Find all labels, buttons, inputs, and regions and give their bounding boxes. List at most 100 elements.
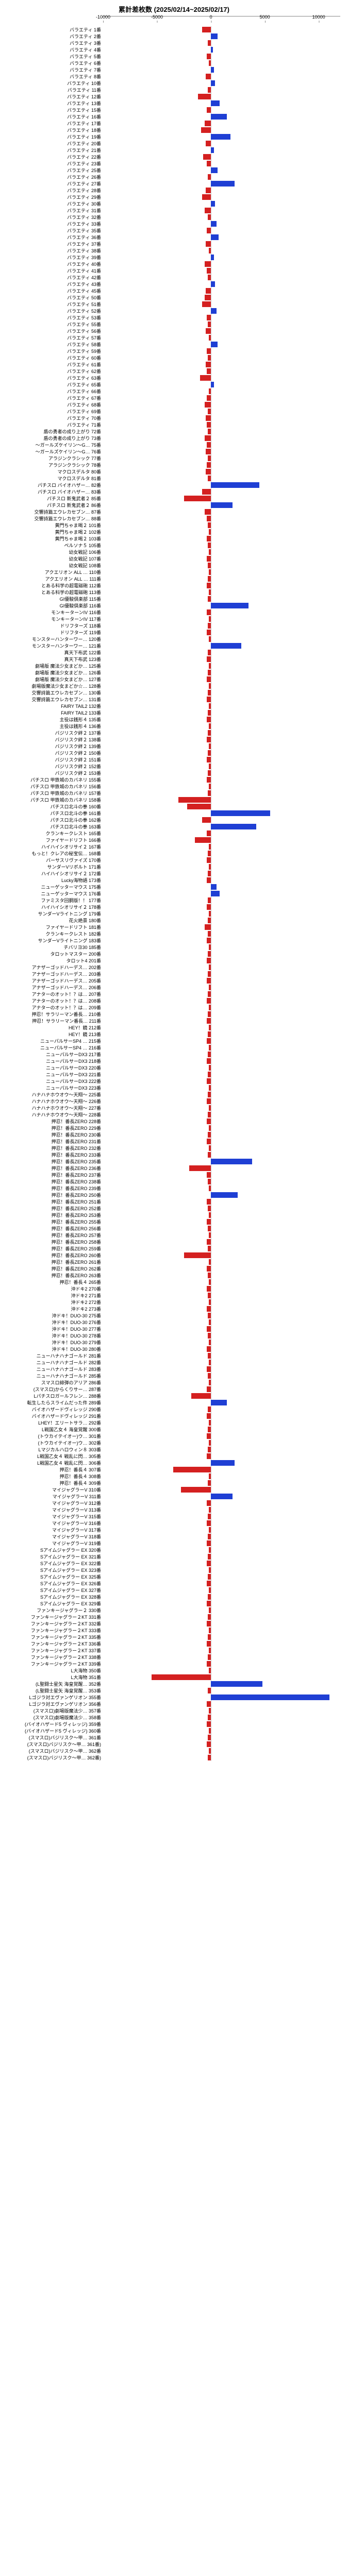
- row-label: バラエティ 16番: [0, 113, 103, 120]
- row-label: 押忍！番長４ 309番: [0, 1480, 103, 1486]
- data-row: (バイオハザード5 ヴィレッジ) 359番: [0, 1721, 348, 1727]
- bar-area: [103, 964, 340, 970]
- bar-area: [103, 1179, 340, 1184]
- bar-area: [103, 1172, 340, 1178]
- row-label: 交響詩篇エウレカセブン… 130番: [0, 689, 103, 696]
- data-row: パチスロ バイオハザー… 82番: [0, 482, 348, 488]
- data-row: とある科学の超電磁砲 112番: [0, 582, 348, 589]
- data-row: アナザーゴッドハーデス… 205番: [0, 977, 348, 984]
- bar-area: [103, 476, 340, 481]
- data-row: 押忍！サラリーマン番長… 211番: [0, 1018, 348, 1024]
- row-label: ハイハイシオリサイ２ 172番: [0, 870, 103, 877]
- row-label: スマスロ緋弾のアリア 286番: [0, 1379, 103, 1386]
- data-row: パチスロ 甲鉄城のカバネリ 157番: [0, 790, 348, 796]
- bar-area: [103, 268, 340, 274]
- row-label: Sアイムジャグラー EX 321番: [0, 1553, 103, 1560]
- data-row: マイジャグラーV 318番: [0, 1533, 348, 1540]
- bar-area: [103, 1453, 340, 1459]
- bar: [208, 1427, 211, 1432]
- bar-area: [103, 228, 340, 233]
- bar: [208, 1688, 211, 1693]
- bar: [209, 1527, 211, 1533]
- bar-area: [103, 80, 340, 86]
- chart-title: 累計差枚数 (2025/02/14~2025/02/17): [0, 0, 348, 16]
- bar: [208, 1614, 211, 1620]
- data-row: 押忍！番長４ 307番: [0, 1466, 348, 1473]
- bar: [207, 1098, 211, 1104]
- data-row: ハナハナホウオウ～天翔～ 227番: [0, 1105, 348, 1111]
- data-row: ニューパルサーDX3 223番: [0, 1084, 348, 1091]
- row-label: ニューパルサーDX3 220番: [0, 1064, 103, 1071]
- bar: [207, 1172, 211, 1178]
- data-row: バラエティ 52番: [0, 308, 348, 314]
- row-label: (バイオハザード5 ヴィレッジ) 360番: [0, 1727, 103, 1734]
- bar-area: [103, 1078, 340, 1084]
- bar-area: [103, 1226, 340, 1231]
- row-label: 沖ドキ2 270番: [0, 1285, 103, 1292]
- data-row: L戦国乙女４ 戦乱に閃… 306番: [0, 1460, 348, 1466]
- data-row: 劇場版魔法少女まどか☆… 128番: [0, 683, 348, 689]
- bar: [207, 1326, 211, 1332]
- row-label: アナザーゴッドハーデス… 206番: [0, 984, 103, 991]
- bar: [208, 897, 211, 903]
- row-label: 主役は銭形４ 136番: [0, 723, 103, 730]
- bar: [207, 1038, 211, 1044]
- data-row: 主役は銭形４ 136番: [0, 723, 348, 730]
- row-label: ファンキージャグラー２KT 335番: [0, 1634, 103, 1640]
- row-label: パチスロ 甲鉄城のカバネリ 156番: [0, 783, 103, 790]
- row-label: モンスターハンターワー… 120番: [0, 636, 103, 642]
- bar-area: [103, 194, 340, 200]
- row-label: バーサスリヴァイズ 170番: [0, 857, 103, 863]
- bar: [205, 402, 211, 408]
- bar-area: [103, 1185, 340, 1191]
- data-row: 押忍！番長ZERO 252番: [0, 1205, 348, 1212]
- bar-area: [103, 522, 340, 528]
- bar: [208, 576, 211, 582]
- row-label: Lゴジラ対エヴァンゲリオン 356番: [0, 1701, 103, 1707]
- bar-area: [103, 1393, 340, 1399]
- row-label: ニューパルサーDX3 222番: [0, 1078, 103, 1084]
- bar: [195, 837, 211, 843]
- bar-area: [103, 395, 340, 401]
- bar-area: [103, 857, 340, 863]
- data-row: バラエティ 20番: [0, 140, 348, 147]
- bar: [211, 147, 214, 153]
- bar: [211, 643, 241, 649]
- bar-area: [103, 1366, 340, 1372]
- data-row: ニューハナハナゴールド 285番: [0, 1372, 348, 1379]
- data-row: Sアイムジャグラー EX 323番: [0, 1567, 348, 1573]
- bar: [207, 54, 211, 59]
- data-row: (スマスロ)劇場版魔法少… 358番: [0, 1714, 348, 1721]
- row-label: マイジャグラーV 311番: [0, 1493, 103, 1500]
- data-row: スマスロ緋弾のアリア 286番: [0, 1379, 348, 1386]
- bar: [209, 1507, 211, 1513]
- bar-area: [103, 409, 340, 414]
- bar-area: [103, 1279, 340, 1285]
- row-label: バイオハザードヴィレッジ 291番: [0, 1413, 103, 1419]
- bar-area: [103, 141, 340, 146]
- data-row: FAIRY TAIL2 133番: [0, 709, 348, 716]
- bar: [207, 958, 211, 963]
- row-label: ファンキージャグラー２KT 339番: [0, 1660, 103, 1667]
- bar-area: [103, 1594, 340, 1600]
- bar: [209, 864, 211, 870]
- bar-area: [103, 817, 340, 823]
- bar-area: [103, 221, 340, 227]
- bar-area: [103, 1467, 340, 1472]
- bar: [209, 1668, 211, 1673]
- bar-area: [103, 670, 340, 675]
- row-label: Lパチスロガールフレン… 288番: [0, 1393, 103, 1399]
- row-label: アナザーゴッドハーデス… 205番: [0, 977, 103, 984]
- bar-area: [103, 650, 340, 655]
- row-label: 交響詩篇エウレカセブン… 87番: [0, 509, 103, 515]
- bar: [209, 1279, 211, 1285]
- data-row: ファンキージャグラー２KT 337番: [0, 1647, 348, 1654]
- row-label: ハイハイシオリサイ２ 178番: [0, 904, 103, 910]
- bar: [209, 743, 211, 749]
- bar-area: [103, 301, 340, 307]
- bar-area: [103, 1708, 340, 1714]
- bar: [206, 288, 211, 294]
- row-label: GI優駿倶楽部 115番: [0, 596, 103, 602]
- data-row: バラエティ 43番: [0, 281, 348, 287]
- data-row: バラエティ 2番: [0, 33, 348, 40]
